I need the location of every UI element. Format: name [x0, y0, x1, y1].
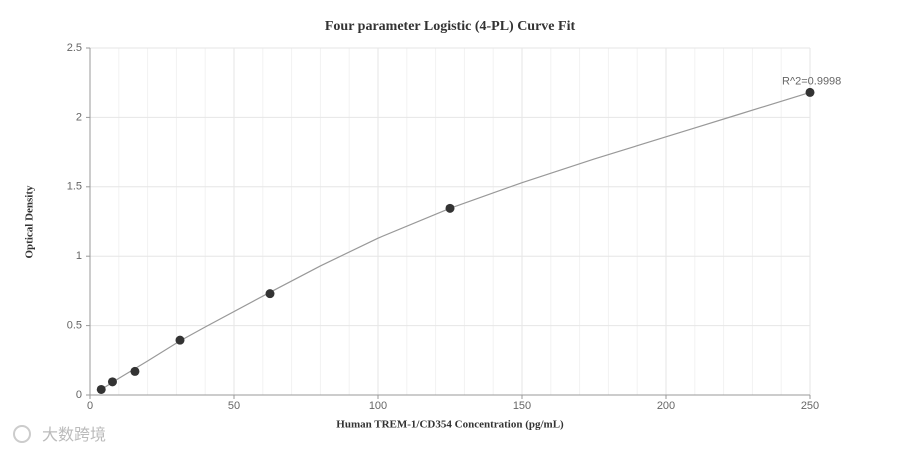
data-point: [130, 366, 140, 376]
data-point: [265, 289, 275, 299]
y-tick-label: 1.5: [67, 181, 82, 193]
x-axis-label: Human TREM-1/CD354 Concentration (pg/mL): [336, 419, 564, 431]
data-point: [107, 377, 117, 387]
watermark-logo: [13, 425, 31, 443]
watermark: 大数跨境: [42, 425, 106, 444]
x-tick-label: 150: [513, 400, 531, 412]
x-tick-label: 0: [87, 400, 93, 412]
chart-title: Four parameter Logistic (4-PL) Curve Fit: [325, 19, 576, 34]
x-tick-label: 250: [801, 400, 819, 412]
data-point: [175, 335, 185, 345]
annotation: R^2=0.9998: [782, 75, 841, 87]
data-point: [445, 203, 455, 213]
data-point: [805, 87, 815, 97]
x-tick-label: 200: [657, 400, 675, 412]
y-tick-label: 0: [76, 389, 82, 401]
x-tick-label: 100: [369, 400, 387, 412]
y-axis-label: Optical Density: [24, 185, 36, 259]
y-tick-label: 1: [76, 250, 82, 262]
y-tick-label: 0.5: [67, 320, 82, 332]
fit-curve: [100, 91, 811, 390]
y-tick-label: 2.5: [67, 42, 82, 54]
data-point: [96, 384, 106, 394]
y-tick-label: 2: [76, 111, 82, 123]
x-tick-label: 50: [228, 400, 240, 412]
